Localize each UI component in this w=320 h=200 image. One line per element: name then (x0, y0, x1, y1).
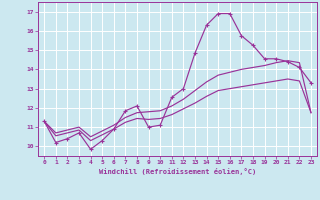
X-axis label: Windchill (Refroidissement éolien,°C): Windchill (Refroidissement éolien,°C) (99, 168, 256, 175)
